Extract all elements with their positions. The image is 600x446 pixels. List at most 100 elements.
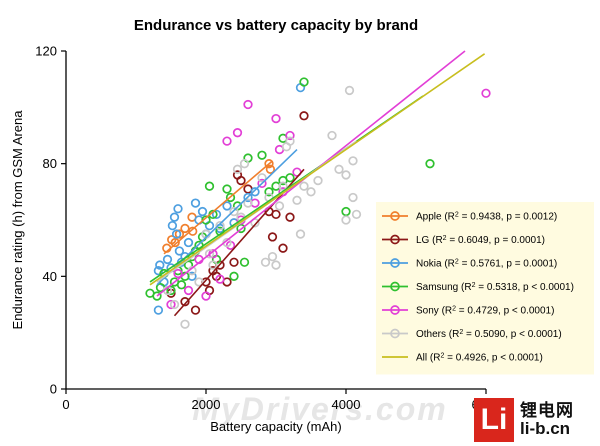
data-point-others — [348, 156, 358, 166]
data-point-nokia — [173, 204, 183, 214]
data-point-sony — [481, 88, 491, 98]
legend-label-lg: LG (R2 = 0.6049, p = 0.0001) — [416, 235, 545, 247]
data-point-nokia — [222, 201, 232, 211]
x-axis-label: Battery capacity (mAh) — [210, 419, 342, 434]
data-point-others — [208, 260, 218, 270]
data-point-apple — [180, 223, 190, 234]
data-point-samsung — [201, 215, 211, 225]
li-b-logo: Li 锂电网 li-b.cn — [474, 396, 596, 444]
data-points — [145, 77, 491, 329]
data-point-others — [278, 181, 288, 191]
logo-chinese-text: 锂电网 — [520, 401, 574, 421]
data-point-nokia — [243, 192, 253, 203]
data-point-lg — [278, 243, 288, 253]
data-point-others — [274, 201, 285, 211]
y-tick-label: 120 — [35, 44, 57, 59]
data-point-nokia — [183, 237, 194, 248]
fit-line-apple — [163, 160, 274, 255]
data-point-others — [257, 173, 267, 183]
data-point-sony — [285, 130, 295, 141]
legend-swatch-marker-nokia — [390, 258, 400, 268]
data-point-sony — [215, 274, 225, 284]
legend-swatch-marker-sony — [390, 305, 400, 315]
data-point-lg — [271, 209, 281, 220]
legend-label-all: All (R2 = 0.4926, p < 0.0001) — [416, 352, 543, 364]
data-point-sony — [232, 128, 243, 138]
data-point-others — [169, 299, 180, 310]
legend-swatch-marker-apple — [390, 211, 400, 221]
legend-background — [376, 202, 594, 375]
x-tick-label: 0 — [62, 397, 69, 412]
legend-swatch-marker-lg — [390, 234, 400, 245]
data-point-lg — [190, 305, 201, 315]
data-point-samsung — [152, 291, 162, 301]
data-point-others — [285, 136, 295, 146]
data-point-others — [295, 229, 306, 239]
x-tick-label: 4000 — [332, 397, 361, 412]
data-point-samsung — [285, 173, 295, 183]
data-point-apple — [170, 237, 180, 248]
data-point-nokia — [174, 246, 185, 256]
data-point-others — [344, 85, 355, 96]
data-point-sony — [173, 268, 183, 279]
data-point-sony — [271, 113, 281, 124]
data-point-samsung — [204, 181, 215, 191]
data-point-others — [267, 251, 278, 262]
chart-title: Endurance vs battery capacity by brand — [134, 17, 418, 34]
data-point-nokia — [153, 305, 164, 315]
data-point-others — [292, 195, 302, 205]
data-point-nokia — [162, 254, 173, 265]
data-point-others — [194, 277, 204, 287]
y-tick-label: 80 — [43, 156, 57, 171]
data-point-sony — [166, 299, 176, 310]
data-point-sony — [183, 285, 194, 296]
data-point-others — [239, 159, 250, 169]
y-tick-label: 40 — [43, 269, 57, 284]
axes — [65, 51, 486, 390]
x-tick-label: 2000 — [192, 397, 221, 412]
data-point-sony — [257, 178, 267, 189]
data-point-lg — [236, 175, 246, 186]
fit-lines — [149, 50, 486, 317]
data-point-others — [260, 257, 271, 267]
data-point-lg — [229, 257, 239, 267]
data-point-lg — [180, 297, 190, 307]
data-point-others — [348, 192, 358, 203]
data-point-samsung — [229, 271, 239, 281]
legend-swatch-marker-others — [390, 328, 400, 339]
data-point-others — [271, 260, 281, 270]
data-point-samsung — [239, 257, 250, 267]
data-point-lg — [267, 232, 278, 242]
fit-line-all — [149, 53, 486, 286]
data-point-samsung — [425, 159, 435, 169]
legend-swatch-marker-samsung — [390, 281, 400, 292]
legend-label-nokia: Nokia (R2 = 0.5761, p = 0.0001) — [416, 258, 557, 270]
logo-url-text: li-b.cn — [520, 419, 571, 438]
data-point-others — [306, 187, 316, 197]
data-point-others — [215, 220, 225, 231]
y-axis-label: Endurance rating (h) from GSM Arena — [10, 110, 25, 330]
logo-mark: Li — [474, 398, 514, 442]
data-point-samsung — [299, 77, 309, 87]
data-point-apple — [188, 226, 198, 236]
legend-label-others: Others (R2 = 0.5090, p < 0.0001) — [416, 329, 562, 341]
data-point-apple — [265, 164, 276, 174]
data-point-others — [299, 181, 309, 191]
data-point-samsung — [257, 150, 267, 160]
data-point-others — [204, 249, 215, 259]
data-point-samsung — [341, 206, 351, 217]
data-point-nokia — [167, 220, 178, 231]
data-point-others — [341, 170, 351, 180]
data-point-samsung — [176, 280, 187, 290]
data-point-nokia — [171, 229, 182, 239]
data-point-others — [327, 130, 337, 141]
data-point-nokia — [169, 212, 180, 222]
data-point-sony — [201, 291, 211, 301]
data-point-samsung — [225, 192, 236, 203]
legend-label-samsung: Samsung (R2 = 0.5318, p < 0.0001) — [416, 282, 574, 294]
data-point-nokia — [250, 187, 260, 197]
data-point-others — [180, 319, 190, 329]
data-point-others — [243, 198, 253, 208]
data-point-sony — [222, 136, 232, 146]
